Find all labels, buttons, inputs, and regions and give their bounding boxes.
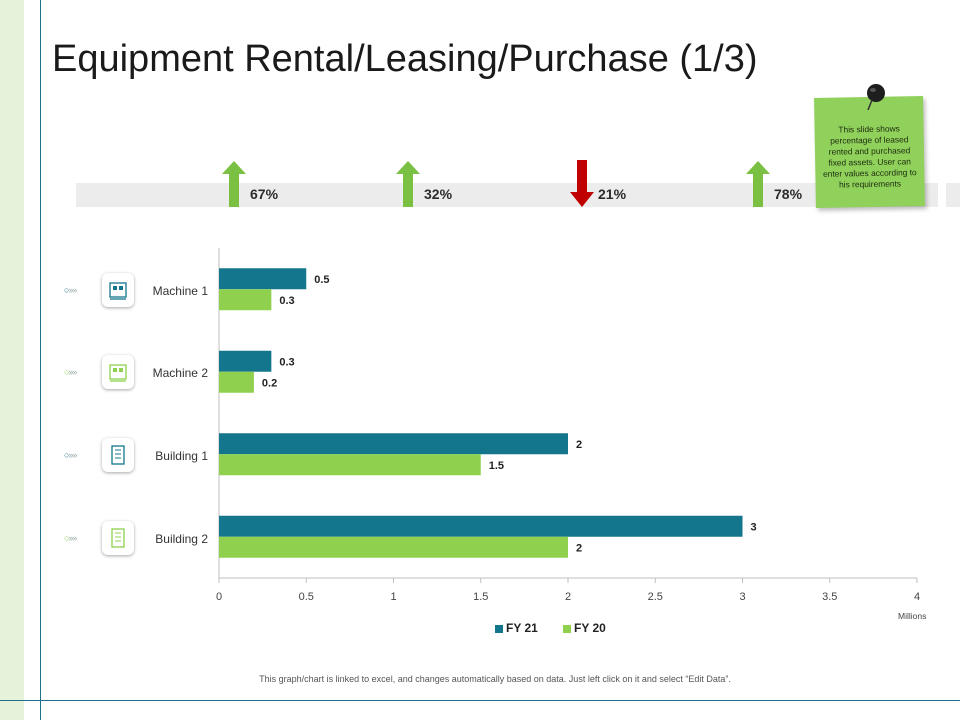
footer-note: This graph/chart is linked to excel, and… [259, 674, 731, 684]
bullet-marker: ○›››› [64, 285, 77, 295]
page-title: Equipment Rental/Leasing/Purchase (1/3) [52, 38, 758, 80]
x-tick-label: 1.5 [473, 591, 488, 603]
building-icon [102, 521, 134, 555]
x-tick-label: 1 [390, 591, 396, 603]
bullet-marker: ○›››› [64, 450, 77, 460]
x-tick-label: 3.5 [822, 591, 837, 603]
down-arrow-icon [570, 160, 594, 207]
axis-unit-label: Millions [898, 611, 927, 621]
bar-fy21-machine-1 [219, 268, 307, 290]
category-label: Building 2 [155, 532, 208, 546]
x-tick-label: 2.5 [648, 591, 663, 603]
machine-icon [102, 355, 134, 389]
data-label: 2 [576, 542, 582, 554]
x-tick-label: 0.5 [299, 591, 314, 603]
legend-label: FY 20 [574, 621, 606, 635]
indicator-value-4: 78% [774, 186, 803, 202]
category-label: Building 1 [155, 449, 208, 463]
indicator-value-3: 21% [598, 186, 627, 202]
category-label: Machine 1 [152, 284, 208, 298]
bar-fy20-building-2 [219, 536, 568, 558]
legend-item-fy21: FY 21 [495, 621, 538, 635]
x-tick-label: 2 [565, 591, 571, 603]
building-icon [102, 438, 134, 472]
legend-swatch [495, 624, 503, 633]
x-tick-label: 0 [216, 591, 222, 603]
left-divider-line [40, 0, 41, 720]
legend-swatch [563, 624, 571, 633]
bar-fy21-building-2 [219, 515, 743, 537]
x-tick-label: 4 [914, 591, 920, 603]
x-tick-label: 3 [739, 591, 745, 603]
indicator-value-2: 32% [424, 186, 453, 202]
data-label: 0.2 [262, 377, 277, 389]
indicator-value-1: 67% [250, 186, 279, 202]
bar-fy21-machine-2 [219, 350, 272, 372]
legend-item-fy20: FY 20 [563, 621, 606, 635]
indicator-strip [76, 183, 938, 207]
machine-icon [102, 273, 134, 307]
up-arrow-icon [222, 161, 246, 207]
up-arrow-icon [396, 161, 420, 207]
bar-fy20-building-1 [219, 454, 481, 476]
data-label: 0.3 [279, 356, 294, 368]
pushpin-icon [867, 84, 885, 111]
up-arrow-icon [746, 161, 770, 207]
bar-fy21-building-1 [219, 433, 568, 455]
bar-fy20-machine-2 [219, 371, 254, 393]
category-label: Machine 2 [152, 366, 208, 380]
bullet-marker: ○›››› [64, 367, 77, 377]
indicator-strip-end [946, 183, 960, 207]
left-accent-band [0, 0, 24, 720]
data-label: 3 [751, 521, 757, 533]
legend-label: FY 21 [506, 621, 538, 635]
data-label: 0.3 [279, 295, 294, 307]
data-label: 0.5 [314, 274, 329, 286]
data-label: 2 [576, 439, 582, 451]
bottom-divider-line [0, 700, 960, 701]
data-label: 1.5 [489, 460, 504, 472]
bar-fy20-machine-1 [219, 289, 272, 311]
bullet-marker: ○›››› [64, 533, 77, 543]
